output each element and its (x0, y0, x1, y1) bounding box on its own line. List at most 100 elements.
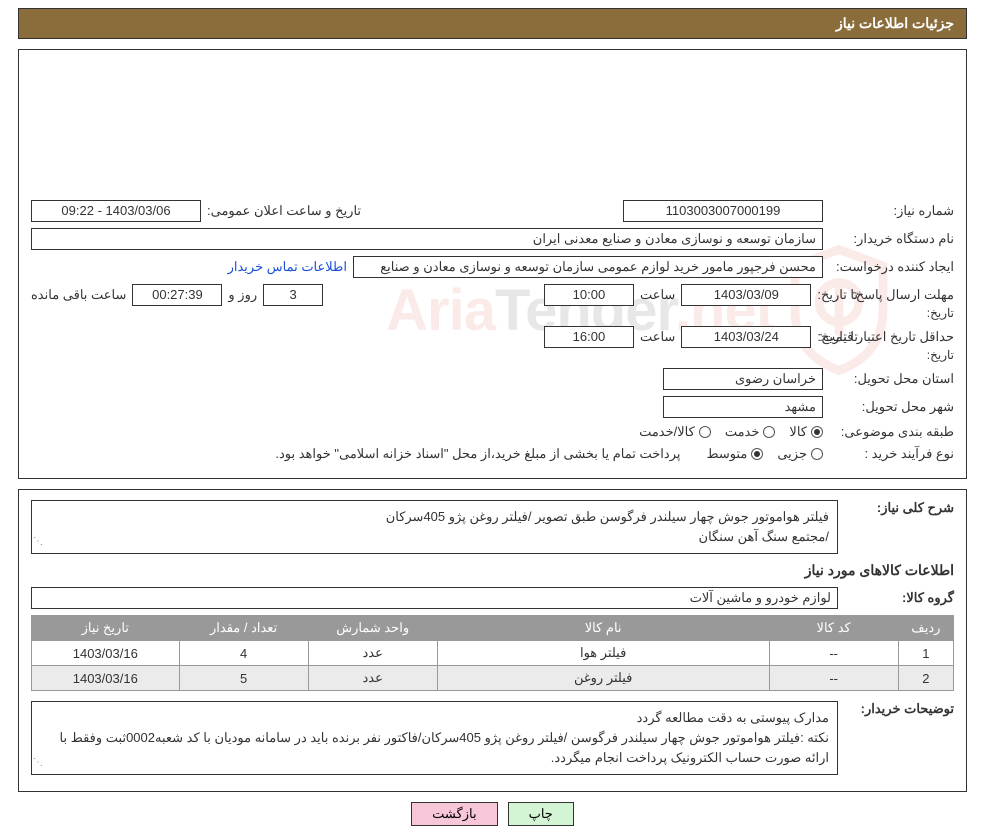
cell-qty: 5 (179, 666, 308, 691)
cell-date: 1403/03/16 (32, 641, 180, 666)
summary-box: فیلتر هواموتور جوش چهار سیلندر فرگوسن طب… (31, 500, 838, 554)
row-price-validity: حداقل تاریخ اعتبار قیمت: تا تاریخ: 1403/… (31, 326, 954, 348)
row-requester: ایجاد کننده درخواست: محسن فرجپور مامور خ… (31, 256, 954, 278)
col-idx: ردیف (898, 616, 953, 641)
buyer-notes-line-2: نکته :فیلتر هواموتور جوش چهار سیلندر فرگ… (40, 728, 829, 768)
radio-icon (811, 426, 823, 438)
countdown: 00:27:39 (132, 284, 222, 306)
purchase-type-opt-0: جزیی (777, 446, 807, 462)
page-header: جزئیات اطلاعات نیاز (18, 8, 967, 39)
purchase-type-opt-1: متوسط (706, 446, 747, 462)
purchase-type-radio-group: جزیی متوسط (706, 446, 823, 462)
row-category: طبقه بندی موضوعی: کالا خدمت کالا/خدمت (31, 424, 954, 440)
row-delivery-city: شهر محل تحویل: مشهد (31, 396, 954, 418)
row-summary: شرح کلی نیاز: فیلتر هواموتور جوش چهار سی… (31, 500, 954, 554)
cell-date: 1403/03/16 (32, 666, 180, 691)
remaining-label: ساعت باقی مانده (31, 287, 126, 303)
buyer-notes-box: مدارک پیوستی به دقت مطالعه گردد نکته :فی… (31, 701, 838, 775)
table-row: 1 -- فیلتر هوا عدد 4 1403/03/16 (32, 641, 954, 666)
delivery-province-label: استان محل تحویل: (829, 371, 954, 387)
row-buyer-notes: توضیحات خریدار: مدارک پیوستی به دقت مطال… (31, 701, 954, 775)
table-header-row: ردیف کد کالا نام کالا واحد شمارش تعداد /… (32, 616, 954, 641)
category-radio-group: کالا خدمت کالا/خدمت (639, 424, 823, 440)
cell-code: -- (769, 666, 898, 691)
cell-unit: عدد (308, 666, 437, 691)
purchase-type-minor[interactable]: جزیی (777, 446, 823, 462)
buyer-contact-link[interactable]: اطلاعات تماس خریدار (228, 259, 347, 275)
row-purchase-type: نوع فرآیند خرید : جزیی متوسط پرداخت تمام… (31, 446, 954, 462)
category-radio-both[interactable]: کالا/خدمت (639, 424, 711, 440)
items-table: ردیف کد کالا نام کالا واحد شمارش تعداد /… (31, 615, 954, 691)
buyer-org-value: سازمان توسعه و نوسازی معادن و صنایع معدن… (31, 228, 823, 250)
cell-name: فیلتر هوا (437, 641, 769, 666)
purchase-type-medium[interactable]: متوسط (706, 446, 763, 462)
category-radio-goods[interactable]: کالا (789, 424, 823, 440)
row-price-validity-sub: تاریخ: (31, 348, 954, 362)
delivery-province-value: خراسان رضوی (663, 368, 823, 390)
row-goods-group: گروه کالا: لوازم خودرو و ماشین آلات (31, 587, 954, 609)
page-title: جزئیات اطلاعات نیاز (836, 15, 954, 31)
summary-line-1: فیلتر هواموتور جوش چهار سیلندر فرگوسن طب… (40, 507, 829, 527)
need-no-value: 1103003007000199 (623, 200, 823, 222)
col-name: نام کالا (437, 616, 769, 641)
row-buyer-org: نام دستگاه خریدار: سازمان توسعه و نوسازی… (31, 228, 954, 250)
summary-line-2: /مجتمع سنگ آهن سنگان (40, 527, 829, 547)
row-reply-deadline: مهلت ارسال پاسخ: تا تاریخ: 1403/03/09 سا… (31, 284, 954, 306)
reply-deadline-date: 1403/03/09 (681, 284, 811, 306)
radio-icon (699, 426, 711, 438)
cell-qty: 4 (179, 641, 308, 666)
cell-code: -- (769, 641, 898, 666)
requester-value: محسن فرجپور مامور خرید لوازم عمومی سازما… (353, 256, 823, 278)
reply-deadline-time: 10:00 (544, 284, 634, 306)
buyer-notes-line-1: مدارک پیوستی به دقت مطالعه گردد (40, 708, 829, 728)
print-button[interactable]: چاپ (508, 802, 574, 826)
need-no-label: شماره نیاز: (829, 203, 954, 219)
price-validity-label-b: تا تاریخ: (817, 329, 858, 345)
delivery-city-label: شهر محل تحویل: (829, 399, 954, 415)
goods-group-value: لوازم خودرو و ماشین آلات (31, 587, 838, 609)
requester-label: ایجاد کننده درخواست: (829, 259, 954, 275)
radio-icon (751, 448, 763, 460)
price-validity-sub: تاریخ: (829, 348, 954, 362)
time-label-1: ساعت (640, 287, 675, 303)
time-label-2: ساعت (640, 329, 675, 345)
reply-deadline-sub: تاریخ: (829, 306, 954, 320)
row-delivery-province: استان محل تحویل: خراسان رضوی (31, 368, 954, 390)
category-opt-1: خدمت (725, 424, 760, 440)
detail-panel: شرح کلی نیاز: فیلتر هواموتور جوش چهار سی… (18, 489, 967, 792)
resize-icon: ⋰ (33, 540, 45, 552)
row-reply-deadline-sub: تاریخ: (31, 306, 954, 320)
col-unit: واحد شمارش (308, 616, 437, 641)
purchase-type-label: نوع فرآیند خرید : (829, 446, 954, 462)
radio-icon (811, 448, 823, 460)
price-validity-date: 1403/03/24 (681, 326, 811, 348)
price-validity-time: 16:00 (544, 326, 634, 348)
col-date: تاریخ نیاز (32, 616, 180, 641)
category-label: طبقه بندی موضوعی: (829, 424, 954, 440)
table-row: 2 -- فیلتر روغن عدد 5 1403/03/16 (32, 666, 954, 691)
resize-icon: ⋰ (33, 761, 45, 773)
announce-value: 1403/03/06 - 09:22 (31, 200, 201, 222)
category-opt-2: کالا/خدمت (639, 424, 695, 440)
items-section-title: اطلاعات کالاهای مورد نیاز (31, 562, 954, 579)
radio-icon (763, 426, 775, 438)
back-button[interactable]: بازگشت (411, 802, 497, 826)
delivery-city-value: مشهد (663, 396, 823, 418)
reply-deadline-label-b: تا تاریخ: (817, 287, 858, 303)
cell-unit: عدد (308, 641, 437, 666)
goods-group-label: گروه کالا: (844, 590, 954, 606)
col-code: کد کالا (769, 616, 898, 641)
buyer-org-label: نام دستگاه خریدار: (829, 231, 954, 247)
announce-label: تاریخ و ساعت اعلان عمومی: (207, 203, 361, 219)
category-opt-0: کالا (789, 424, 807, 440)
main-panel: AriaTender.net شماره نیاز: 1103003007000… (18, 49, 967, 479)
col-qty: تعداد / مقدار (179, 616, 308, 641)
cell-idx: 1 (898, 641, 953, 666)
summary-label: شرح کلی نیاز: (844, 500, 954, 516)
days-label: روز و (228, 287, 257, 303)
cell-idx: 2 (898, 666, 953, 691)
buyer-notes-label: توضیحات خریدار: (844, 701, 954, 717)
action-buttons: چاپ بازگشت (18, 802, 967, 826)
category-radio-service[interactable]: خدمت (725, 424, 776, 440)
purchase-type-note: پرداخت تمام یا بخشی از مبلغ خرید،از محل … (275, 446, 680, 462)
